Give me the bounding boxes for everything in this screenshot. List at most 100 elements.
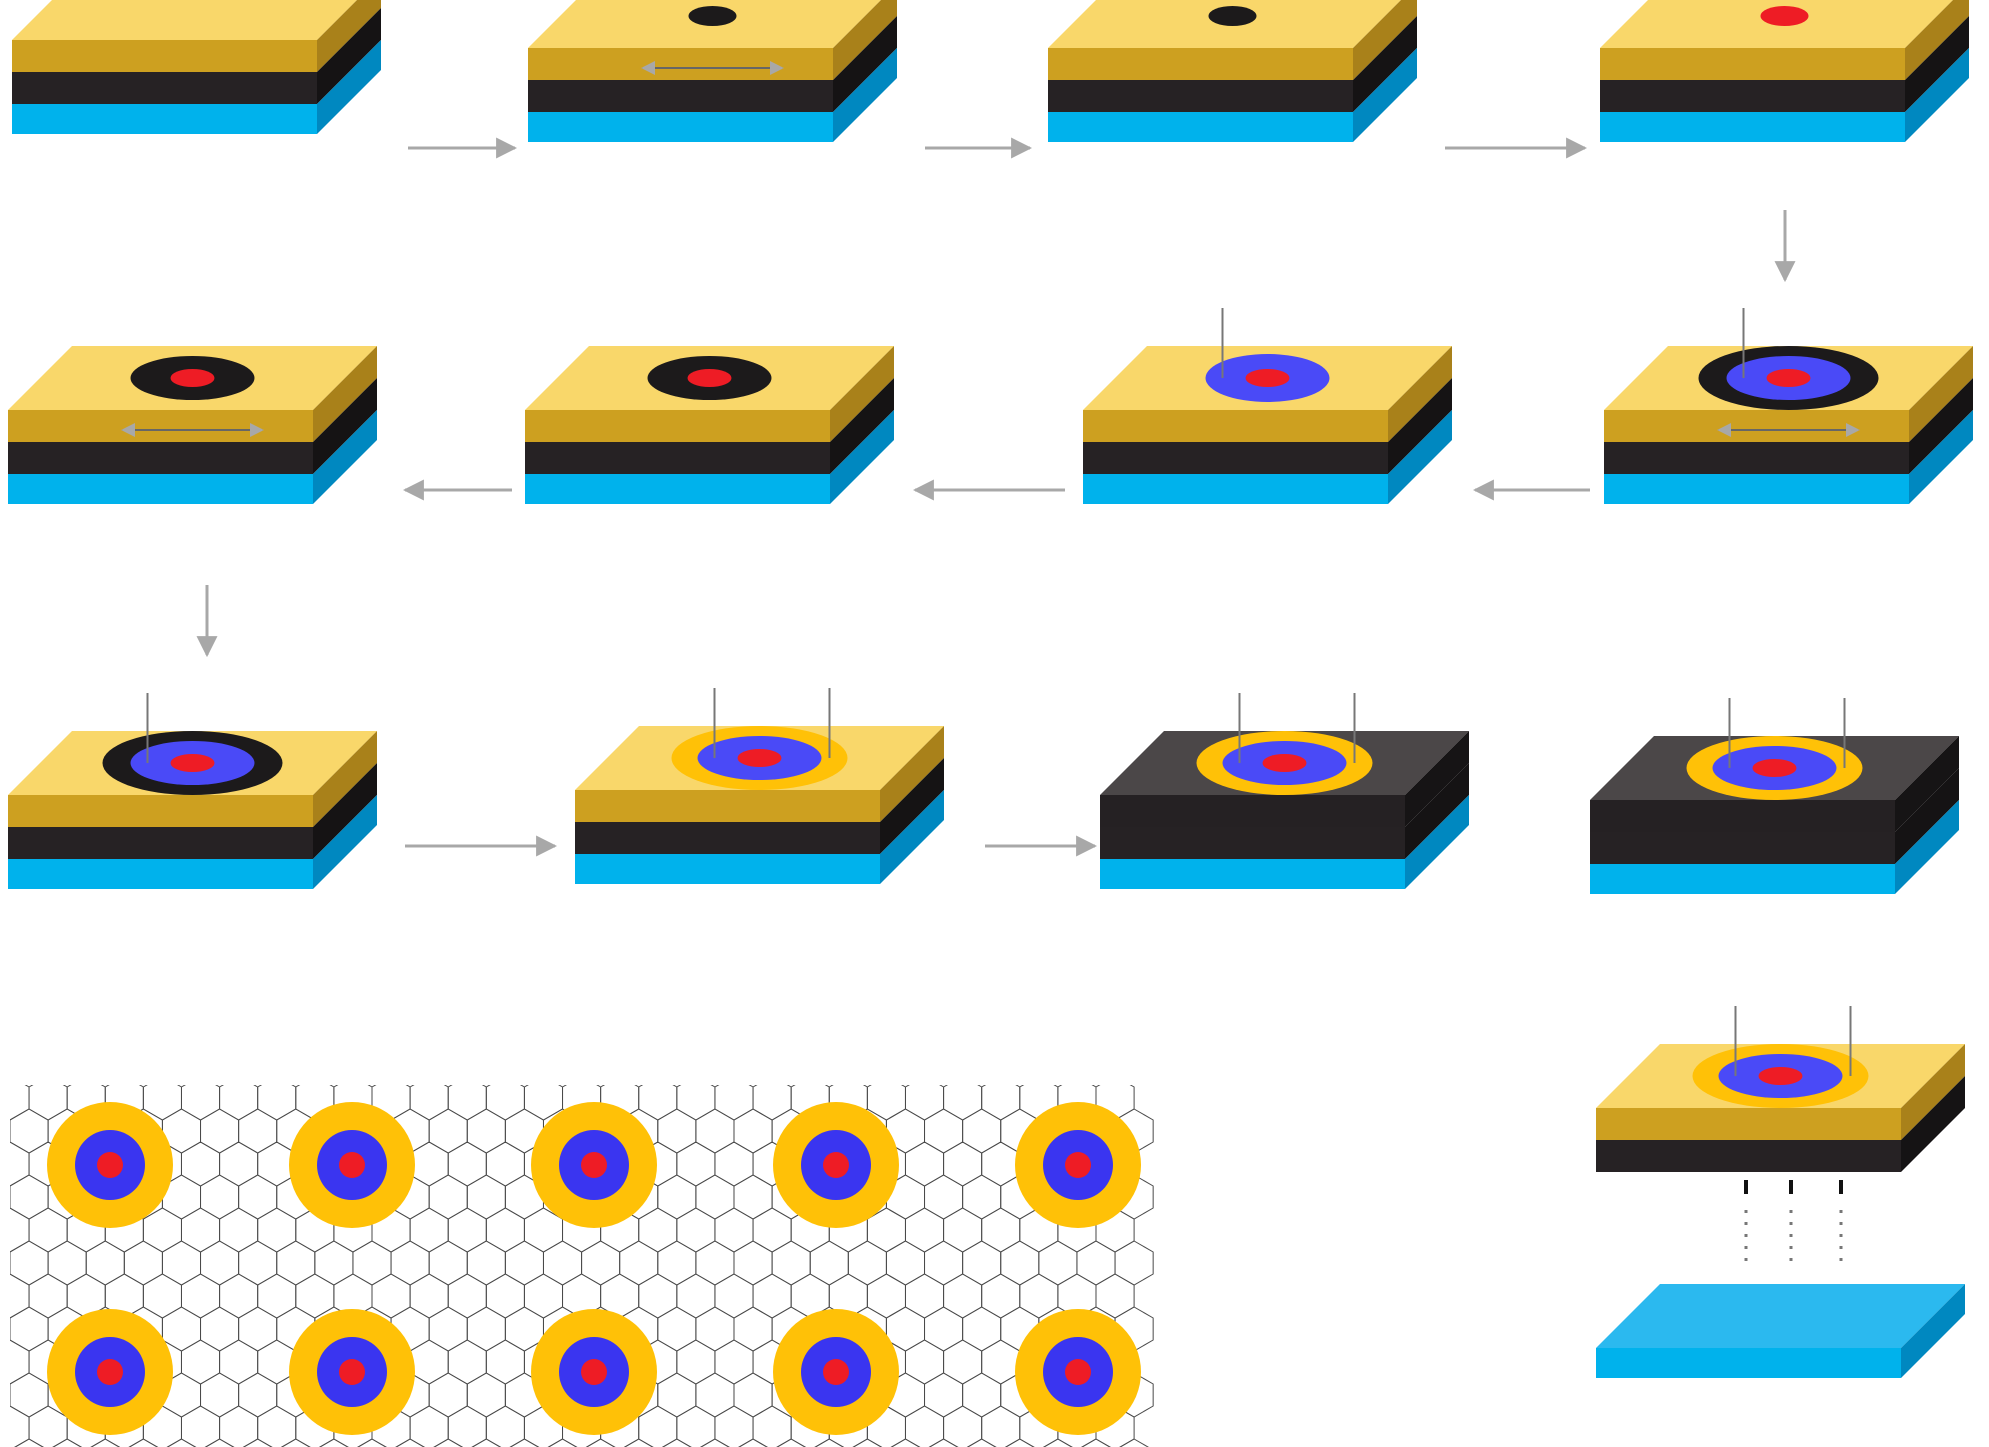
hex-cell — [771, 1240, 811, 1286]
hex-cell — [714, 1085, 754, 1121]
array-dot — [531, 1309, 657, 1435]
step-13 — [1596, 1006, 1965, 1378]
hex-cell — [1081, 1438, 1111, 1447]
red-core — [1065, 1152, 1091, 1178]
hex-cell — [885, 1240, 926, 1286]
hex-cell — [161, 1240, 202, 1286]
hex-cell — [180, 1273, 221, 1319]
hex-cell — [10, 1339, 30, 1385]
hex-cell — [357, 1438, 387, 1447]
hex-cell — [409, 1207, 449, 1253]
hex-cell — [219, 1405, 259, 1447]
hex-cell — [981, 1339, 1021, 1385]
hex-cell — [676, 1405, 716, 1447]
step-4 — [1600, 0, 1969, 142]
red-core — [1065, 1359, 1091, 1385]
step-10 — [575, 688, 944, 884]
hex-cell — [395, 1438, 425, 1447]
process-arrows — [196, 137, 1796, 857]
hex-cell — [10, 1085, 30, 1121]
hex-cell — [180, 1339, 221, 1385]
hex-cell — [733, 1372, 773, 1418]
final-dot-array — [10, 1085, 1154, 1447]
slab-top — [12, 0, 357, 40]
hex-cell — [943, 1141, 983, 1187]
hex-cell — [276, 1240, 316, 1286]
red-core — [737, 749, 782, 767]
hex-cell — [28, 1085, 68, 1121]
hex-cell — [714, 1405, 754, 1447]
hex-cell — [904, 1085, 945, 1121]
hex-cell — [219, 1273, 259, 1319]
hex-cell — [981, 1085, 1021, 1121]
red-core — [1758, 1067, 1803, 1085]
hex-cell — [581, 1240, 621, 1286]
step-2 — [528, 0, 897, 142]
hex-cell — [166, 1438, 197, 1447]
hex-cell — [409, 1085, 449, 1121]
step-3 — [1048, 0, 1417, 142]
hex-cell — [180, 1085, 221, 1121]
hex-cell — [904, 1207, 945, 1253]
hex-cell — [924, 1108, 964, 1154]
hex-cell — [943, 1085, 983, 1121]
hex-cell — [257, 1085, 297, 1121]
hex-cell — [866, 1085, 906, 1121]
hex-cell — [219, 1085, 259, 1121]
hex-cell — [847, 1240, 887, 1286]
hex-cell — [161, 1306, 202, 1352]
hex-cell — [447, 1141, 487, 1187]
hex-cell — [238, 1240, 278, 1286]
hex-cell — [1043, 1438, 1073, 1447]
hex-cell — [10, 1306, 49, 1352]
hex-cell — [280, 1438, 311, 1447]
hex-cell — [90, 1438, 121, 1447]
hex-cell — [180, 1207, 221, 1253]
hex-cell — [904, 1141, 945, 1187]
step-11 — [1100, 693, 1469, 889]
hex-cell — [471, 1438, 502, 1447]
hex-cell — [585, 1438, 616, 1447]
hex-cell — [142, 1273, 182, 1319]
hex-cell — [962, 1240, 1002, 1286]
hex-cell — [661, 1438, 692, 1447]
hex-cell — [128, 1438, 159, 1447]
hex-cell — [866, 1273, 906, 1319]
hex-cell — [447, 1273, 487, 1319]
hex-cell — [257, 1207, 297, 1253]
hex-cell — [904, 1273, 945, 1319]
hex-cell — [295, 1273, 335, 1319]
array-dot — [1015, 1309, 1141, 1435]
process-steps — [8, 0, 1973, 1378]
hex-cell — [714, 1339, 754, 1385]
hex-cell — [10, 1174, 49, 1220]
hex-cell — [238, 1372, 278, 1418]
red-core — [339, 1359, 365, 1385]
hex-cell — [447, 1405, 487, 1447]
hex-cell — [257, 1273, 297, 1319]
hex-cell — [10, 1141, 30, 1187]
hex-cell — [1076, 1240, 1116, 1286]
black-dot — [1208, 6, 1257, 26]
hex-cell — [28, 1405, 68, 1447]
hex-cell — [447, 1207, 487, 1253]
hex-cell — [52, 1438, 83, 1447]
hex-cell — [700, 1438, 730, 1447]
red-core — [97, 1152, 123, 1178]
step-6 — [525, 346, 894, 504]
hex-cell — [714, 1207, 754, 1253]
hex-cell — [485, 1273, 525, 1319]
hex-cell — [28, 1273, 68, 1319]
hex-cell — [10, 1405, 30, 1447]
red-core — [1766, 369, 1811, 387]
hex-cell — [371, 1273, 411, 1319]
hex-cell — [695, 1372, 735, 1418]
step-5 — [8, 346, 377, 504]
hex-cell — [1038, 1240, 1078, 1286]
hex-cell — [428, 1372, 468, 1418]
hex-cell — [409, 1405, 449, 1447]
hex-cell — [142, 1085, 182, 1121]
hex-cell — [638, 1405, 678, 1447]
hex-cell — [28, 1207, 68, 1253]
hex-cell — [943, 1273, 983, 1319]
